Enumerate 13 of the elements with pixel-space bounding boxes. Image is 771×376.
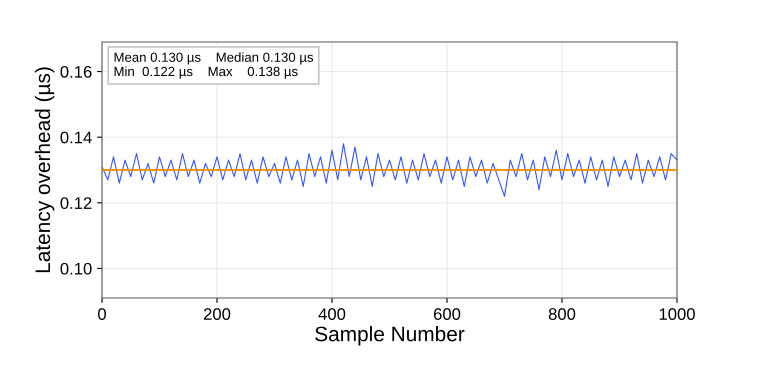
y-tick-label: 0.14	[60, 132, 92, 144]
annotation: Mean 0.130 µs Median 0.130 µs Min 0.122 µs Max 0.138 µs	[114, 52, 314, 79]
y-axis-title: Latency overhead (µs)	[34, 67, 54, 272]
x-tick-label: 0	[98, 308, 106, 320]
x-tick-label: 1000	[660, 308, 695, 320]
y-tick-label: 0.16	[60, 66, 92, 78]
x-axis-title: Sample Number	[315, 326, 464, 346]
y-tick-label: 0.10	[60, 262, 92, 275]
x-tick-label: 800	[548, 308, 576, 320]
x-tick-label: 200	[204, 308, 230, 320]
y-tick-label: 0.12	[60, 197, 92, 210]
x-tick-label: 600	[434, 308, 460, 320]
x-tick-label: 400	[318, 308, 346, 320]
